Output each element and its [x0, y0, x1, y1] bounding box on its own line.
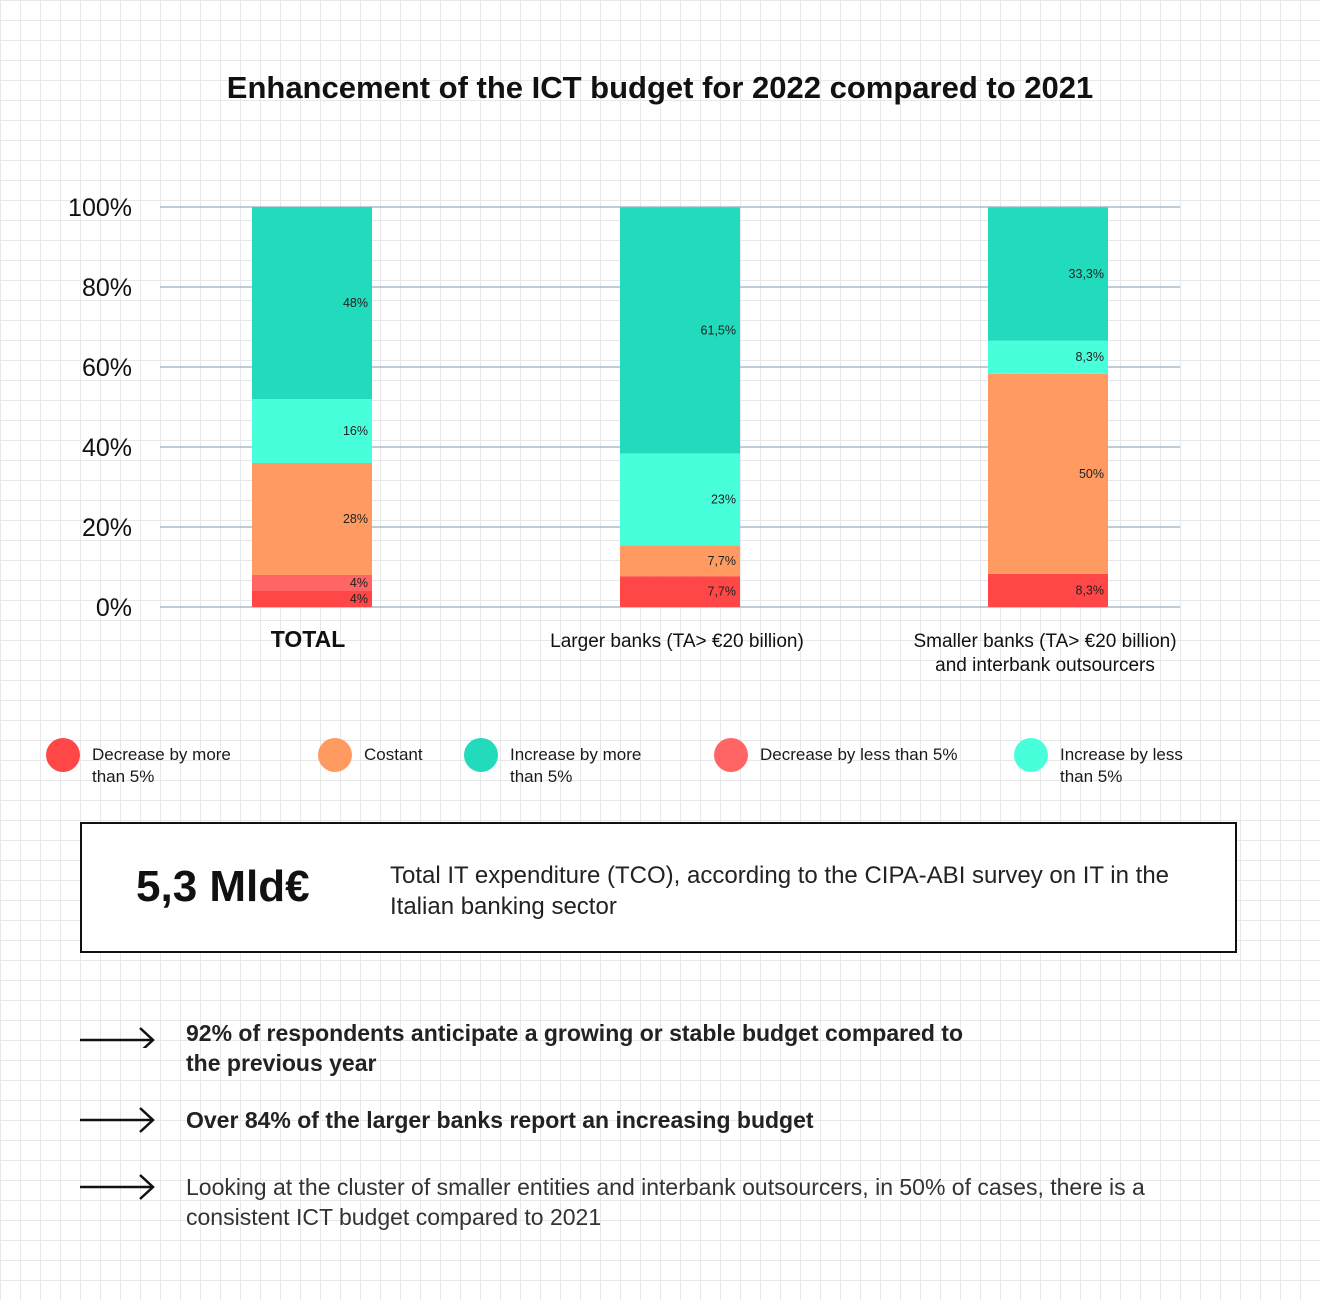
- bar-segment: [252, 463, 372, 575]
- data-label: 16%: [343, 424, 368, 438]
- legend-item: Increase by more than 5%: [464, 737, 670, 788]
- bullet-text: 92% of respondents anticipate a growing …: [186, 1020, 964, 1076]
- bullet-item: 92% of respondents anticipate a growing …: [80, 1018, 996, 1078]
- kpi-box: 5,3 Mld€ Total IT expenditure (TCO), acc…: [80, 822, 1237, 953]
- y-tick-label: 60%: [82, 354, 132, 382]
- arrow-right-icon: [80, 1027, 155, 1048]
- bullet-item: Looking at the cluster of smaller entiti…: [80, 1172, 1216, 1232]
- legend-swatch: [1014, 738, 1048, 772]
- legend-label: Decrease by less than 5%: [760, 745, 958, 764]
- bar-segment: [988, 373, 1108, 574]
- x-category-label: and interbank outsourcers: [935, 655, 1155, 676]
- data-label: 50%: [1079, 467, 1104, 481]
- bar-segment: [988, 573, 1108, 607]
- stacked-bar-chart: 0% 20% 40% 60% 80% 100% 4% 4% 28% 16% 48% TOTAL 7,7%…: [68, 194, 1180, 676]
- legend-label: Increase by less than 5%: [1060, 745, 1183, 786]
- kpi-description: Total IT expenditure (TCO), according to…: [390, 862, 1170, 920]
- legend: Decrease by more than 5% Costant Increas…: [0, 737, 1320, 797]
- bullet-text: Looking at the cluster of smaller entiti…: [186, 1174, 1145, 1230]
- bar-segment: [252, 207, 372, 399]
- legend-swatch: [46, 738, 80, 772]
- bar-segment: [620, 576, 740, 607]
- bar-segment: [620, 207, 740, 454]
- bullet-item: Over 84% of the larger banks report an i…: [80, 1105, 1216, 1135]
- data-label: 8,3%: [1076, 583, 1105, 597]
- legend-swatch: [318, 738, 352, 772]
- y-tick-label: 80%: [82, 274, 132, 302]
- x-category-label: Larger banks (TA> €20 billion): [550, 631, 804, 652]
- x-category-label: Smaller banks (TA> €20 billion): [913, 631, 1176, 652]
- data-label: 61,5%: [701, 323, 736, 337]
- data-label: 48%: [343, 296, 368, 310]
- bar-segment: [988, 207, 1108, 341]
- chart-title: Enhancement of the ICT budget for 2022 c…: [226, 70, 1094, 105]
- legend-item: Costant: [318, 737, 464, 772]
- data-label: 7,7%: [708, 585, 737, 599]
- bar-segment: [620, 453, 740, 546]
- data-label: 4%: [350, 576, 368, 590]
- legend-swatch: [714, 738, 748, 772]
- y-tick-label: 0%: [96, 594, 132, 622]
- arrow-right-icon: [80, 1107, 155, 1133]
- y-tick-label: 20%: [82, 514, 132, 542]
- bar-segment: [252, 399, 372, 463]
- bar-segment: [252, 591, 372, 607]
- data-label: 4%: [350, 592, 368, 606]
- legend-label: Increase by more than 5%: [510, 745, 642, 786]
- bar-segment: [988, 340, 1108, 374]
- legend-item: Increase by less than 5%: [1014, 737, 1210, 788]
- bar-segment: [620, 545, 740, 577]
- bullet-text: Over 84% of the larger banks report an i…: [186, 1107, 814, 1133]
- legend-label: Costant: [364, 745, 423, 764]
- x-category-label: TOTAL: [271, 626, 346, 652]
- legend-item: Decrease by more than 5%: [46, 737, 262, 788]
- data-label: 28%: [343, 512, 368, 526]
- legend-label: Decrease by more than 5%: [92, 745, 231, 786]
- legend-swatch: [464, 738, 498, 772]
- data-label: 7,7%: [708, 554, 737, 568]
- legend-item: Decrease by less than 5%: [714, 737, 1000, 772]
- data-label: 8,3%: [1076, 350, 1105, 364]
- bar-segment: [252, 575, 372, 591]
- data-label: 23%: [711, 492, 736, 506]
- arrow-right-icon: [80, 1174, 155, 1200]
- y-tick-label: 40%: [82, 434, 132, 462]
- y-tick-label: 100%: [68, 194, 132, 222]
- kpi-value: 5,3 Mld€: [136, 862, 310, 911]
- data-label: 33,3%: [1069, 267, 1104, 281]
